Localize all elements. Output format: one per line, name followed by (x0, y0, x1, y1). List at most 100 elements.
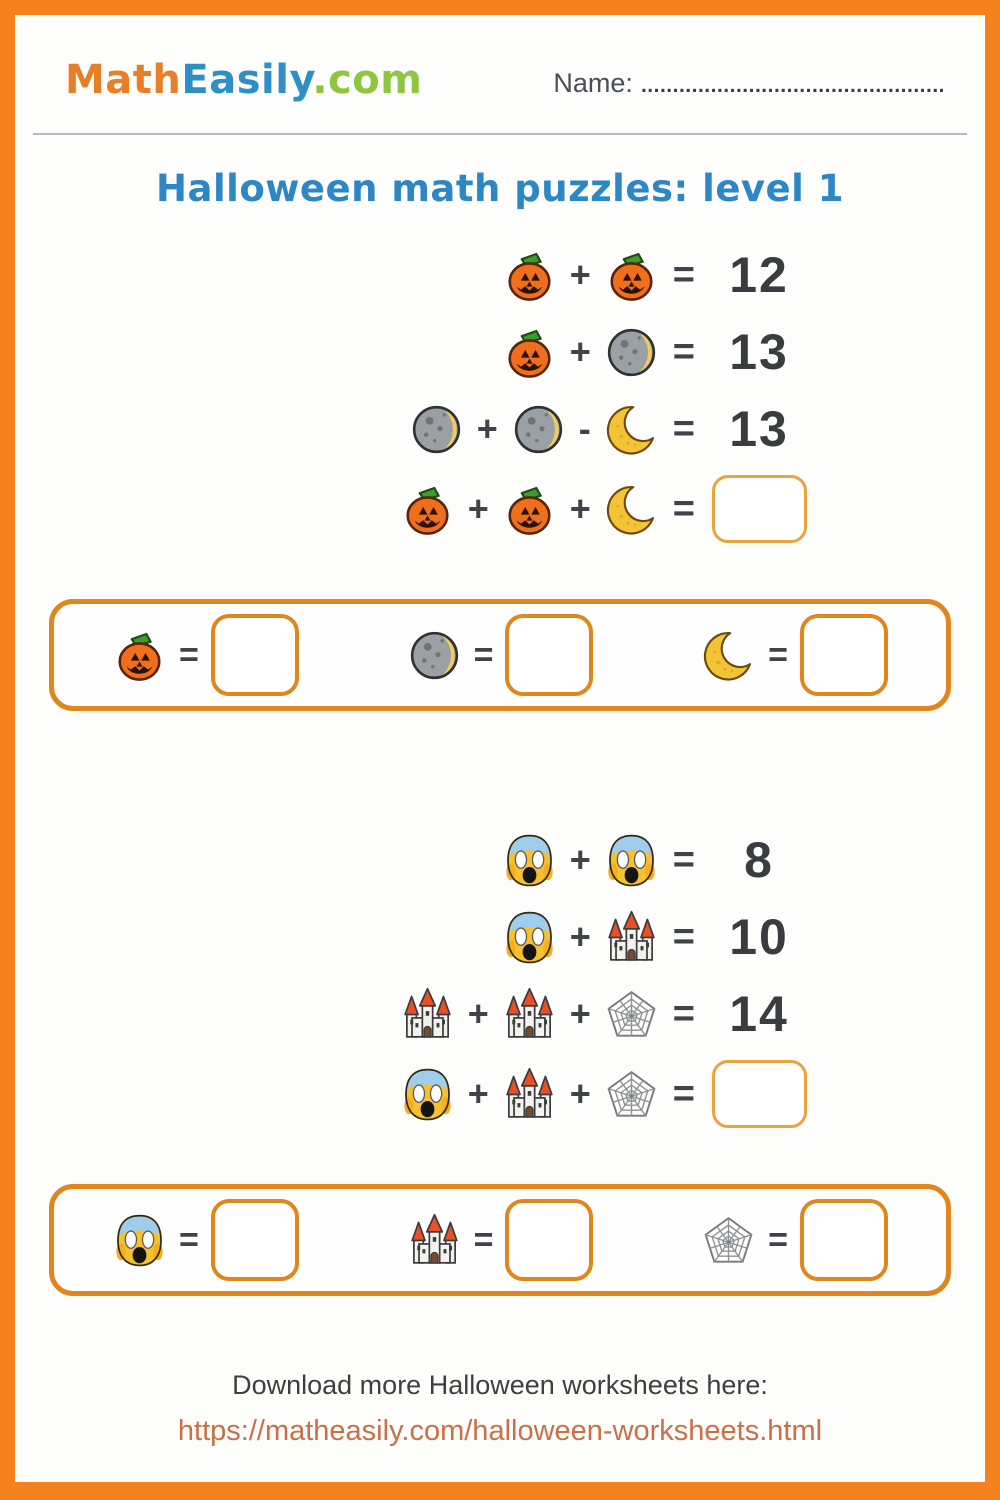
equation-row: + = 12 (15, 244, 823, 306)
name-field[interactable]: Name: ..................................… (553, 68, 945, 103)
result-column (695, 1060, 823, 1128)
puzzle-section-2: + = 8 + = 10 + + = 14 + + = = = = (15, 829, 985, 1296)
plus-operator: + (569, 254, 591, 295)
screaming-face-icon (400, 1067, 455, 1122)
equation-row: + = 8 (15, 829, 823, 891)
equals-sign: = (672, 330, 695, 373)
blank-answer-box[interactable] (711, 475, 807, 543)
plus-operator: + (569, 1073, 591, 1114)
header-divider (33, 133, 967, 135)
equals-sign: = (672, 915, 695, 958)
worksheets-link[interactable]: https://matheasily.com/halloween-workshe… (177, 1415, 823, 1447)
crescent-moon-icon (701, 628, 756, 683)
equals-sign: = (672, 407, 695, 450)
answer-strip: = = = (49, 1184, 951, 1296)
plus-operator: + (569, 916, 591, 957)
equation-row: + = 10 (15, 906, 823, 968)
footer: Download more Halloween worksheets here:… (15, 1370, 985, 1448)
crescent-moon-icon (604, 482, 659, 537)
result-column: 12 (695, 246, 823, 304)
answer-group: = (701, 1199, 888, 1281)
answer-strip-inner: = = = (54, 614, 946, 696)
jack-o-lantern-icon (112, 628, 167, 683)
result-column: 8 (695, 831, 823, 889)
name-blank-line[interactable]: ........................................… (640, 74, 945, 97)
blank-answer-box[interactable] (799, 614, 888, 696)
name-label: Name: (553, 68, 633, 98)
equation-row: + + = 14 (15, 983, 823, 1045)
equals-sign: = (672, 992, 695, 1035)
spider-web-icon (604, 1067, 659, 1122)
blank-answer-box[interactable] (210, 1199, 299, 1281)
equals-sign: = (473, 1220, 494, 1259)
plus-operator: + (569, 993, 591, 1034)
equation-row: + - = 13 (15, 398, 823, 460)
answer-strip-inner: = = = (54, 1199, 946, 1281)
equals-sign: = (179, 635, 199, 674)
equation-result: 8 (744, 832, 774, 888)
worksheet-title: Halloween math puzzles: level 1 (156, 167, 844, 210)
answer-group: = (407, 1199, 594, 1281)
equals-sign: = (672, 487, 695, 530)
equals-sign: = (179, 1220, 199, 1259)
spider-web-icon (701, 1213, 756, 1268)
equation-result: 10 (729, 909, 789, 965)
waning-crescent-moon-icon (409, 402, 464, 457)
header: MathEasily.com Name: ...................… (15, 15, 985, 103)
plus-operator: + (569, 839, 591, 880)
equation-result: 14 (729, 986, 789, 1042)
blank-answer-box[interactable] (210, 614, 299, 696)
answer-group: = (112, 1199, 299, 1281)
equals-sign: = (672, 838, 695, 881)
castle-icon (400, 987, 455, 1042)
waning-crescent-moon-icon (511, 402, 566, 457)
minus-operator: - (578, 408, 591, 449)
equation-row: + + = (15, 1060, 823, 1128)
jack-o-lantern-icon (502, 248, 557, 303)
equation-row: + = 13 (15, 321, 823, 383)
waning-crescent-moon-icon (407, 628, 462, 683)
castle-icon (604, 910, 659, 965)
equals-sign: = (473, 635, 494, 674)
blank-answer-box[interactable] (505, 1199, 594, 1281)
castle-icon (502, 987, 557, 1042)
castle-icon (502, 1067, 557, 1122)
logo-math: Math (65, 57, 182, 103)
result-column (695, 475, 823, 543)
result-column: 13 (695, 323, 823, 381)
puzzle-section-1: + = 12 + = 13 + - = 13 + + = = = = (15, 244, 985, 711)
answer-group: = (701, 614, 888, 696)
equations-area: + = 12 + = 13 + - = 13 + + = (15, 244, 823, 543)
jack-o-lantern-icon (502, 482, 557, 537)
jack-o-lantern-icon (604, 248, 659, 303)
jack-o-lantern-icon (502, 325, 557, 380)
screaming-face-icon (112, 1213, 167, 1268)
equals-sign: = (768, 1220, 788, 1259)
blank-answer-box[interactable] (799, 1199, 888, 1281)
plus-operator: + (476, 408, 498, 449)
answer-group: = (407, 614, 594, 696)
equals-sign: = (768, 635, 788, 674)
blank-answer-box[interactable] (711, 1060, 807, 1128)
site-logo: MathEasily.com (65, 57, 422, 103)
screaming-face-icon (502, 833, 557, 888)
result-column: 13 (695, 400, 823, 458)
logo-easily: Easily (181, 57, 313, 103)
crescent-moon-icon (604, 402, 659, 457)
plus-operator: + (467, 993, 489, 1034)
waning-crescent-moon-icon (604, 325, 659, 380)
answer-strip: = = = (49, 599, 951, 711)
jack-o-lantern-icon (400, 482, 455, 537)
screaming-face-icon (502, 910, 557, 965)
equation-result: 13 (729, 324, 789, 380)
plus-operator: + (467, 1073, 489, 1114)
screaming-face-icon (604, 833, 659, 888)
plus-operator: + (569, 488, 591, 529)
result-column: 14 (695, 985, 823, 1043)
equals-sign: = (672, 1072, 695, 1115)
spider-web-icon (604, 987, 659, 1042)
plus-operator: + (569, 331, 591, 372)
blank-answer-box[interactable] (505, 614, 594, 696)
equation-row: + + = (15, 475, 823, 543)
